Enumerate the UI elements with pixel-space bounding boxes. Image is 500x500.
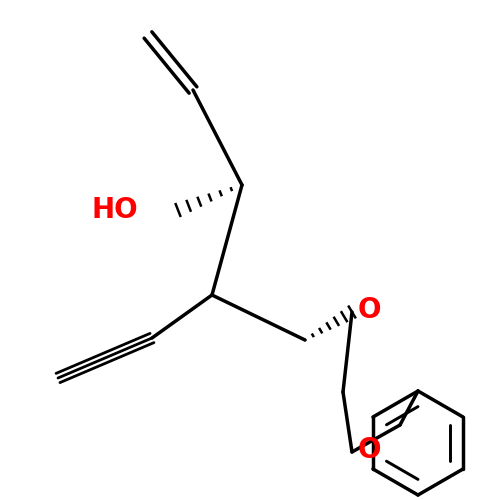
Text: HO: HO xyxy=(92,196,138,224)
Text: O: O xyxy=(358,296,382,324)
Text: O: O xyxy=(358,436,382,464)
